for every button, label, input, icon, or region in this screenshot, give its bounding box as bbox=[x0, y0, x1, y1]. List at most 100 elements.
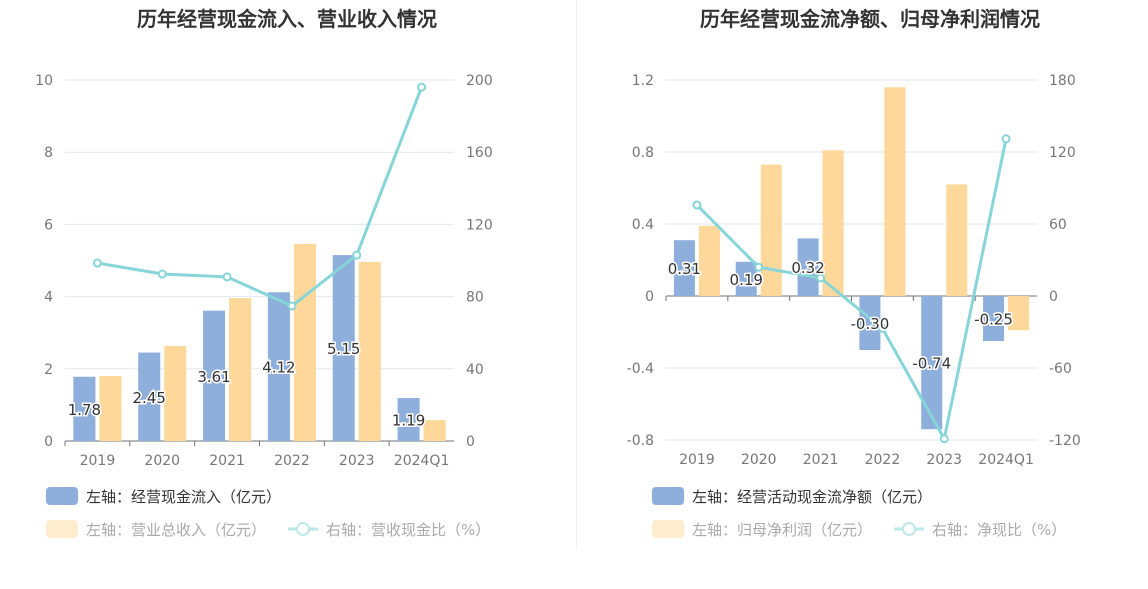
line-point bbox=[92, 258, 102, 268]
legend-line-marker bbox=[902, 522, 917, 536]
right-tick-label: 200 bbox=[466, 73, 493, 89]
left-tick-label: 1.2 bbox=[632, 73, 654, 89]
line-point bbox=[352, 250, 362, 260]
x-tick-label: 2022 bbox=[865, 452, 901, 468]
line-point bbox=[692, 200, 702, 210]
legend-swatch-bar[interactable] bbox=[652, 520, 684, 538]
x-tick-label: 2020 bbox=[741, 452, 777, 468]
legend-label[interactable]: 左轴：归母净利润（亿元） bbox=[692, 521, 872, 539]
bar bbox=[229, 298, 252, 441]
bar-data-label: 2.45 bbox=[133, 389, 166, 407]
right-tick-label: 40 bbox=[466, 362, 484, 378]
legend-swatch-bar[interactable] bbox=[46, 487, 78, 505]
left-tick-label: 6 bbox=[44, 217, 53, 233]
right-tick-label: -60 bbox=[1049, 361, 1072, 377]
right-tick-label: 60 bbox=[1049, 217, 1067, 233]
bar-data-label: 0.31 bbox=[668, 260, 701, 278]
bar bbox=[267, 292, 290, 441]
legend-label[interactable]: 右轴：营收现金比（%） bbox=[326, 521, 490, 539]
bar bbox=[760, 164, 782, 296]
bar bbox=[397, 398, 420, 441]
bar bbox=[946, 184, 968, 296]
chart-title: 历年经营现金流净额、归母净利润情况 bbox=[700, 7, 1040, 31]
x-tick-label: 2019 bbox=[679, 452, 715, 468]
bar-data-label: 1.78 bbox=[68, 401, 101, 419]
legend-swatch-bar[interactable] bbox=[652, 487, 684, 505]
legend-label[interactable]: 左轴：营业总收入（亿元） bbox=[86, 521, 266, 539]
left-tick-label: -0.4 bbox=[627, 361, 654, 377]
x-tick-label: 2019 bbox=[80, 453, 116, 469]
bar-data-label: -0.74 bbox=[912, 355, 951, 373]
bar bbox=[423, 420, 446, 441]
right-tick-label: 0 bbox=[466, 434, 475, 450]
bar bbox=[358, 261, 381, 441]
bar bbox=[293, 243, 316, 441]
left-tick-label: 10 bbox=[35, 73, 53, 89]
x-tick-label: 2021 bbox=[803, 452, 839, 468]
legend-label[interactable]: 左轴：经营现金流入（亿元） bbox=[86, 488, 281, 506]
bar bbox=[138, 352, 161, 441]
line-point bbox=[877, 323, 887, 333]
chart-1: 历年经营现金流入、营业收入情况 0 0 2 40 4 80 6 120 8 160 10 200 2019… bbox=[35, 7, 493, 539]
legend-line-marker bbox=[296, 522, 311, 536]
left-tick-label: 0 bbox=[645, 289, 654, 305]
divider bbox=[576, 0, 577, 550]
legend-label[interactable]: 左轴：经营活动现金流净额（亿元） bbox=[692, 488, 932, 506]
left-tick-label: 0 bbox=[44, 434, 53, 450]
legend-label[interactable]: 右轴：净现比（%） bbox=[932, 521, 1066, 539]
right-tick-label: 180 bbox=[1049, 73, 1076, 89]
bar-data-label: 4.12 bbox=[262, 359, 295, 377]
line-point bbox=[417, 82, 427, 92]
x-tick-label: 2022 bbox=[274, 453, 310, 469]
chart-2: 历年经营现金流净额、归母净利润情况 -0.8 -120 -0.4 -60 0 0 0.4 60 0… bbox=[627, 7, 1081, 539]
bar bbox=[673, 240, 695, 296]
line-point bbox=[1001, 134, 1011, 144]
right-tick-label: 160 bbox=[466, 145, 493, 161]
line-series bbox=[695, 138, 1008, 444]
bar bbox=[884, 87, 906, 296]
bar-data-label: 5.15 bbox=[327, 340, 360, 358]
x-tick-label: 2024Q1 bbox=[978, 452, 1034, 468]
bar-data-label: 0.19 bbox=[730, 271, 763, 289]
line-point bbox=[287, 301, 297, 311]
x-tick-label: 2023 bbox=[926, 452, 962, 468]
bar-data-label: 0.32 bbox=[791, 259, 824, 277]
right-tick-label: -120 bbox=[1049, 433, 1081, 449]
left-tick-label: 8 bbox=[44, 145, 53, 161]
bar bbox=[822, 150, 844, 296]
bar bbox=[859, 296, 881, 350]
line-series bbox=[97, 86, 423, 308]
bar bbox=[698, 225, 720, 296]
bar bbox=[735, 261, 757, 296]
left-tick-label: 4 bbox=[44, 290, 53, 306]
bar-data-label: 1.19 bbox=[392, 412, 425, 430]
line-point bbox=[754, 262, 764, 272]
right-tick-label: 0 bbox=[1049, 289, 1058, 305]
left-tick-label: -0.8 bbox=[627, 433, 654, 449]
x-tick-label: 2024Q1 bbox=[394, 453, 450, 469]
bar bbox=[99, 376, 122, 441]
bar bbox=[797, 238, 819, 296]
legend-swatch-bar[interactable] bbox=[46, 520, 78, 538]
bar bbox=[164, 346, 187, 441]
bar bbox=[332, 255, 355, 441]
right-tick-label: 120 bbox=[466, 217, 493, 233]
x-tick-label: 2023 bbox=[339, 453, 375, 469]
bar bbox=[1008, 296, 1030, 331]
line-point bbox=[939, 434, 949, 444]
left-tick-label: 2 bbox=[44, 362, 53, 378]
right-tick-label: 120 bbox=[1049, 145, 1076, 161]
left-tick-label: 0.8 bbox=[632, 145, 654, 161]
bar bbox=[203, 310, 226, 441]
right-tick-label: 80 bbox=[466, 290, 484, 306]
bar-data-label: -0.25 bbox=[974, 311, 1013, 329]
line-point bbox=[816, 273, 826, 283]
bar bbox=[921, 296, 943, 430]
left-tick-label: 0.4 bbox=[632, 217, 654, 233]
bar-data-label: 3.61 bbox=[197, 368, 230, 386]
bar bbox=[983, 296, 1005, 341]
bar-data-label: -0.30 bbox=[850, 315, 889, 333]
chart-title: 历年经营现金流入、营业收入情况 bbox=[137, 7, 437, 31]
